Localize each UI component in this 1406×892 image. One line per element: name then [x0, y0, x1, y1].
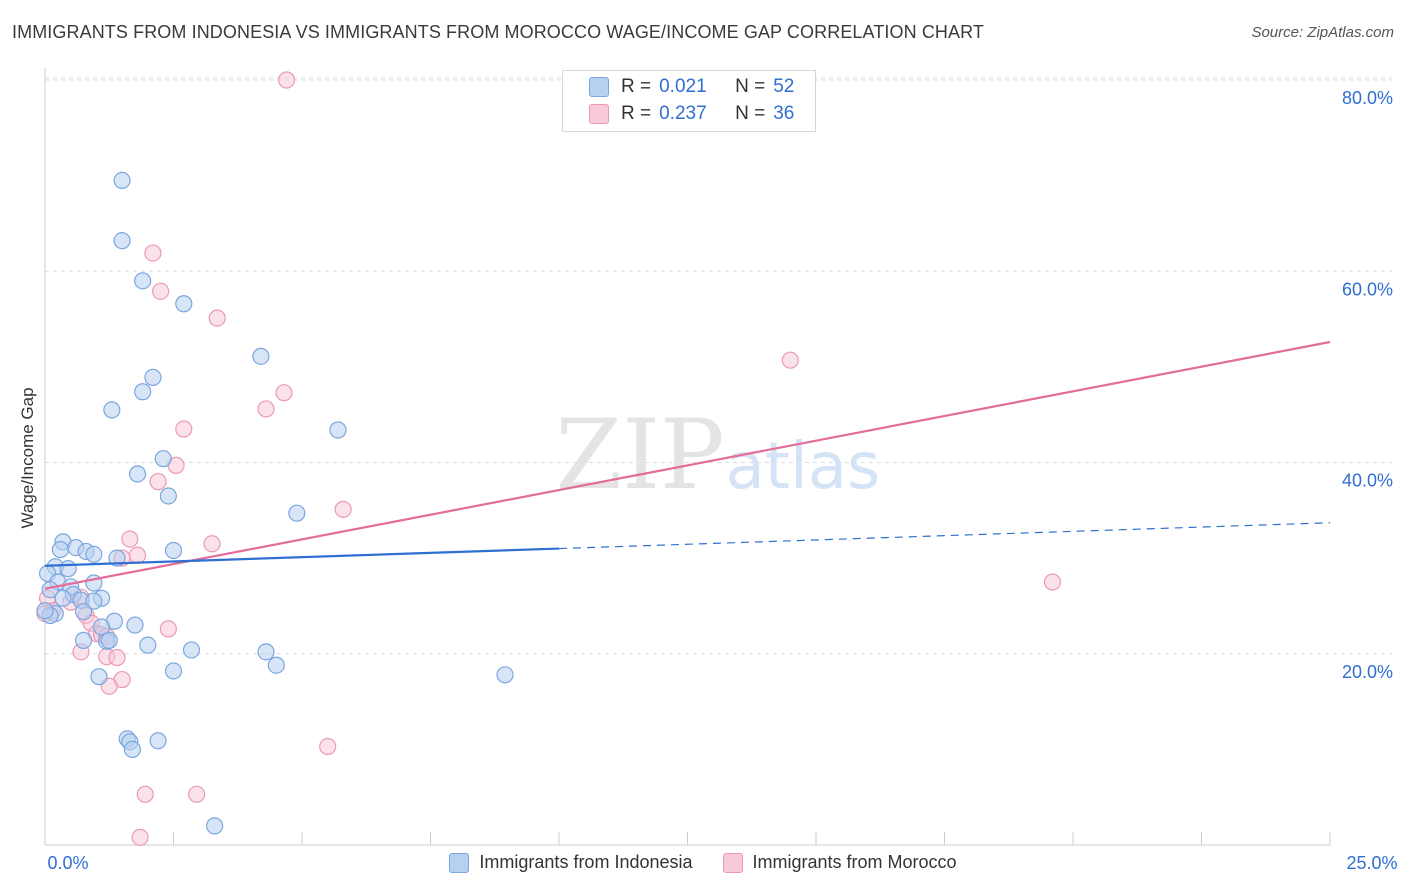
indonesia-point[interactable] — [496, 666, 514, 684]
morocco-point[interactable] — [144, 244, 162, 262]
n-label: N = — [735, 76, 766, 97]
indonesia-point[interactable] — [164, 662, 183, 680]
indonesia-point[interactable] — [54, 589, 72, 607]
indonesia-point[interactable] — [149, 732, 167, 750]
indonesia-point[interactable] — [59, 560, 77, 578]
x-tick-label-min: 0.0% — [47, 853, 88, 873]
r-label: R = — [621, 76, 652, 97]
axes — [44, 68, 1331, 846]
indonesia-point[interactable] — [108, 549, 126, 567]
series-morocco-points — [36, 71, 1062, 846]
y-tick-labels: 20.0% 40.0% 60.0% 80.0% — [1342, 88, 1393, 682]
morocco-point[interactable] — [108, 648, 126, 667]
indonesia-point[interactable] — [329, 421, 347, 439]
morocco-trend-line — [44, 340, 1331, 590]
legend-label-indonesia: Immigrants from Indonesia — [479, 852, 693, 872]
indonesia-point[interactable] — [288, 504, 306, 522]
blue-swatch-icon — [449, 852, 470, 873]
morocco-point[interactable] — [275, 384, 293, 402]
y-tick-label-80: 80.0% — [1342, 88, 1393, 108]
r-label: R = — [621, 103, 652, 124]
indonesia-point[interactable] — [144, 368, 162, 386]
indonesia-point[interactable] — [159, 487, 177, 505]
indonesia-point[interactable] — [139, 636, 157, 654]
n-value-indonesia: 52 — [773, 76, 795, 97]
r-value-indonesia: 0.021 — [659, 76, 707, 97]
indonesia-point[interactable] — [85, 592, 103, 610]
indonesia-point[interactable] — [128, 465, 147, 483]
y-axis-label: Wage/Income Gap — [18, 387, 37, 528]
morocco-point[interactable] — [208, 309, 226, 327]
indonesia-point[interactable] — [74, 603, 93, 621]
indonesia-point[interactable] — [113, 232, 131, 250]
indonesia-point[interactable] — [134, 383, 152, 401]
indonesia-point[interactable] — [182, 641, 201, 659]
n-label: N = — [735, 103, 766, 124]
y-tick-label-40: 40.0% — [1342, 471, 1393, 491]
indonesia-point[interactable] — [113, 171, 131, 190]
source-label: Source: ZipAtlas.com — [1251, 24, 1394, 41]
morocco-point[interactable] — [121, 530, 139, 548]
gridlines — [45, 77, 1392, 655]
r-value-morocco: 0.237 — [659, 103, 707, 124]
trend-lines — [44, 340, 1331, 590]
indonesia-point[interactable] — [90, 668, 108, 686]
x-tick-label-max: 25.0% — [1346, 853, 1397, 873]
indonesia-point[interactable] — [206, 817, 224, 835]
indonesia-point[interactable] — [41, 581, 59, 599]
morocco-point[interactable] — [319, 737, 337, 756]
morocco-point[interactable] — [128, 546, 147, 564]
morocco-point[interactable] — [781, 351, 799, 369]
watermark-zip: ZIP — [555, 399, 724, 511]
pink-swatch-icon — [722, 852, 743, 873]
chart-title: IMMIGRANTS FROM INDONESIA VS IMMIGRANTS … — [12, 22, 984, 42]
legend-label-morocco: Immigrants from Morocco — [752, 852, 957, 872]
morocco-point[interactable] — [1043, 573, 1062, 591]
indonesia-point[interactable] — [257, 643, 275, 661]
legend-row-indonesia: R = 0.021 N = 52 — [589, 75, 794, 99]
indonesia-point[interactable] — [74, 631, 93, 649]
morocco-point[interactable] — [334, 500, 352, 518]
indonesia-point[interactable] — [175, 295, 193, 313]
morocco-point[interactable] — [131, 828, 149, 846]
morocco-point[interactable] — [188, 785, 206, 803]
morocco-point[interactable] — [152, 282, 170, 300]
indonesia-point[interactable] — [267, 656, 285, 674]
blue-swatch-icon — [589, 77, 609, 97]
morocco-point[interactable] — [203, 535, 221, 553]
indonesia-point[interactable] — [126, 616, 144, 634]
morocco-point[interactable] — [159, 620, 177, 638]
y-tick-label-20: 20.0% — [1342, 662, 1393, 682]
legend-row-morocco: R = 0.237 N = 36 — [589, 102, 794, 126]
indonesia-point[interactable] — [36, 602, 54, 620]
morocco-point[interactable] — [149, 473, 167, 491]
indonesia-point[interactable] — [100, 631, 118, 649]
morocco-point[interactable] — [277, 71, 296, 89]
indonesia-point[interactable] — [103, 401, 121, 419]
series-legend: Immigrants from Indonesia Immigrants fro… — [0, 852, 1406, 873]
n-value-morocco: 36 — [773, 103, 795, 124]
pink-swatch-icon — [589, 104, 609, 124]
morocco-point[interactable] — [136, 785, 154, 803]
legend-item-morocco[interactable]: Immigrants from Morocco — [722, 852, 957, 873]
indonesia-point[interactable] — [51, 540, 70, 559]
indonesia-point[interactable] — [134, 272, 152, 290]
indonesia-trend-extension — [558, 522, 1331, 550]
correlation-legend: R = 0.021 N = 52 R = 0.237 N = 36 — [562, 70, 816, 132]
indonesia-trend-line — [44, 547, 560, 567]
indonesia-point[interactable] — [123, 740, 141, 758]
morocco-point[interactable] — [175, 420, 193, 438]
series-indonesia-points — [36, 171, 514, 835]
indonesia-point[interactable] — [164, 541, 183, 560]
y-tick-label-60: 60.0% — [1342, 279, 1393, 299]
indonesia-point[interactable] — [252, 347, 270, 365]
morocco-point[interactable] — [257, 400, 275, 418]
legend-item-indonesia[interactable]: Immigrants from Indonesia — [449, 852, 693, 873]
watermark-atlas: atlas — [726, 430, 881, 504]
indonesia-point[interactable] — [154, 450, 172, 468]
indonesia-point[interactable] — [85, 545, 103, 563]
